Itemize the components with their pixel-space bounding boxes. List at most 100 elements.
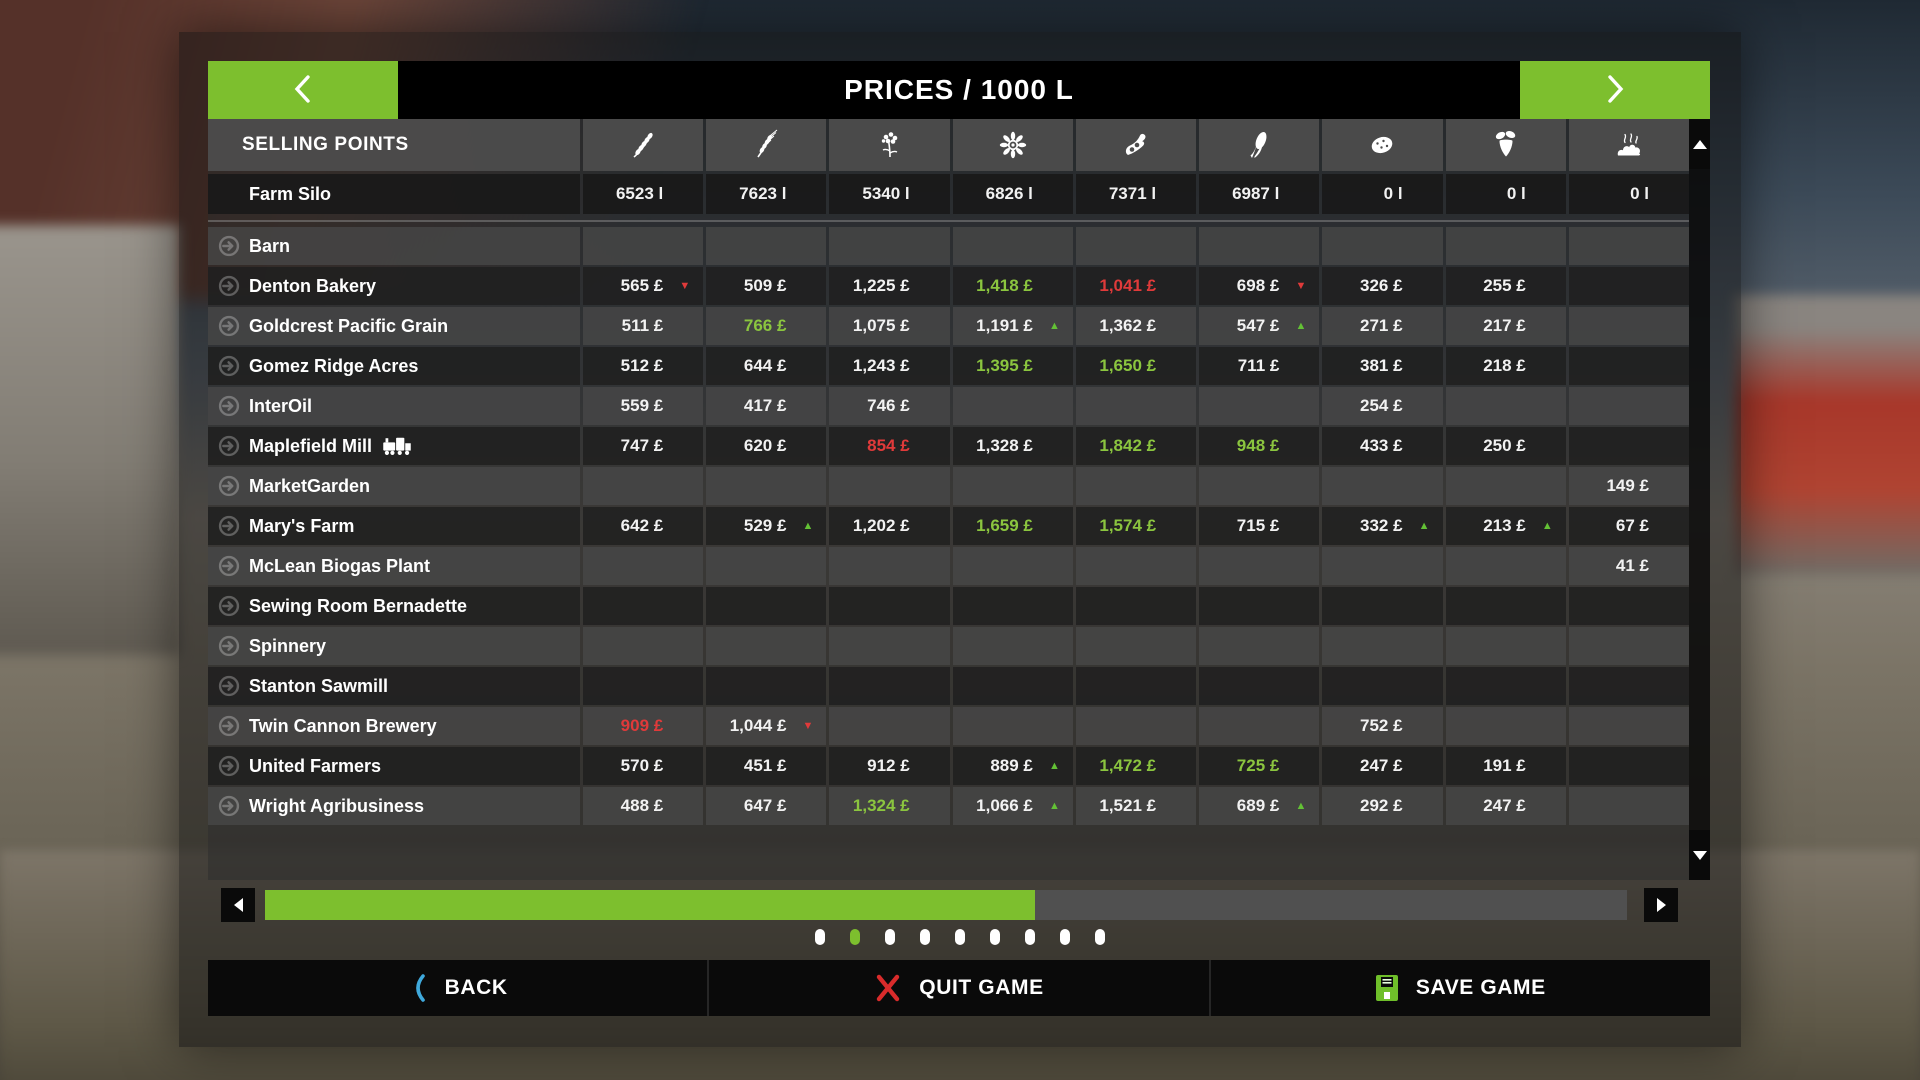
selling-point-row[interactable]: Gomez Ridge Acres 512 £ 644 £ 1,243 £ 1,395 … — [208, 347, 1689, 385]
selling-point-rows: Barn Denton Bakery 565 £ ▼ 509 £ 1,225 £ 1,418… — [208, 227, 1689, 827]
price-cell — [952, 227, 1073, 265]
selling-point-row[interactable]: Barn — [208, 227, 1689, 265]
red-barn — [1735, 295, 1920, 575]
sunflower-icon — [997, 129, 1029, 161]
price-value: 247 £ — [1360, 756, 1403, 775]
horizontal-scroll-track[interactable] — [265, 890, 1627, 920]
visit-icon — [216, 473, 242, 499]
price-cell — [583, 587, 704, 625]
silo-level-value: 5340 l — [862, 184, 910, 203]
page-dot-4[interactable] — [920, 929, 930, 945]
price-cell: 451 £ — [706, 747, 827, 785]
price-cell: 529 £ ▲ — [706, 507, 827, 545]
silo-level-value: 6987 l — [1232, 184, 1280, 203]
back-chevron-icon — [408, 973, 428, 1003]
scroll-right-button[interactable] — [1644, 888, 1678, 922]
price-cell: 149 £ — [1568, 467, 1689, 505]
silo-level-cell: 7623 l — [706, 174, 827, 214]
vertical-scroll-track[interactable] — [1689, 169, 1710, 830]
page-dot-1[interactable] — [815, 929, 825, 945]
selling-point-row[interactable]: Sewing Room Bernadette — [208, 587, 1689, 625]
price-cell — [1568, 387, 1689, 425]
selling-point-row[interactable]: United Farmers 570 £ 451 £ 912 £ 889 £ ▲ 1,472… — [208, 747, 1689, 785]
price-cell: 1,324 £ — [829, 787, 950, 825]
canola-icon — [874, 129, 906, 161]
price-value: 488 £ — [620, 796, 664, 815]
selling-point-row[interactable]: Twin Cannon Brewery 909 £ 1,044 £ ▼ 752 £ — [208, 707, 1689, 745]
price-value: 1,066 £ — [976, 796, 1033, 815]
sugar-beet-icon — [1490, 129, 1522, 161]
price-value: 255 £ — [1483, 276, 1526, 295]
triangle-up-icon — [1692, 139, 1707, 149]
page-title: PRICES / 1000 L — [844, 74, 1074, 105]
silo-level-value: 0 l — [1630, 184, 1649, 203]
price-cell — [952, 547, 1073, 585]
selling-point-row[interactable]: Goldcrest Pacific Grain 511 £ 766 £ 1,075 £… — [208, 307, 1689, 345]
soybean-icon — [1120, 129, 1152, 161]
price-cell — [1322, 547, 1443, 585]
next-page-button[interactable] — [1520, 61, 1710, 119]
price-cell: 1,521 £ — [1075, 787, 1197, 825]
price-cell — [1568, 347, 1689, 385]
page-dot-7[interactable] — [1025, 929, 1035, 945]
trend-down-icon: ▼ — [1295, 280, 1307, 292]
barley-icon — [750, 129, 782, 161]
price-cell — [1075, 587, 1197, 625]
panel-header: PRICES / 1000 L — [208, 61, 1710, 119]
silo-level-value: 6826 l — [985, 184, 1033, 203]
visit-icon — [216, 393, 242, 419]
price-cell — [1568, 627, 1689, 665]
scroll-down-button[interactable] — [1689, 830, 1710, 880]
price-value: 1,225 £ — [852, 276, 910, 295]
selling-point-row[interactable]: Stanton Sawmill — [208, 667, 1689, 705]
save-game-button[interactable]: SAVE GAME — [1208, 960, 1710, 1016]
selling-point-row[interactable]: Denton Bakery 565 £ ▼ 509 £ 1,225 £ 1,418 £ 1,… — [208, 267, 1689, 305]
selling-point-row[interactable]: Spinnery — [208, 627, 1689, 665]
price-value: 250 £ — [1483, 436, 1526, 455]
price-cell — [1568, 787, 1689, 825]
page-dot-9[interactable] — [1095, 929, 1105, 945]
price-cell: 689 £ ▲ — [1199, 787, 1320, 825]
selling-point-name: United Farmers — [249, 755, 382, 776]
scroll-up-button[interactable] — [1689, 119, 1710, 169]
silo-level-cell: 7371 l — [1075, 174, 1197, 214]
selling-point-row[interactable]: McLean Biogas Plant 41 £ — [208, 547, 1689, 585]
train-icon — [382, 435, 412, 457]
quit-game-button[interactable]: QUIT GAME — [707, 960, 1208, 1016]
prev-page-button[interactable] — [208, 61, 398, 119]
page-dot-8[interactable] — [1060, 929, 1070, 945]
trend-up-icon: ▲ — [1048, 320, 1060, 332]
horizontal-scroll-thumb[interactable] — [265, 890, 1035, 920]
selling-point-row[interactable]: Wright Agribusiness 488 £ 647 £ 1,324 £ 1,06… — [208, 787, 1689, 825]
selling-point-name: Mary's Farm — [249, 515, 355, 536]
price-cell: 1,044 £ ▼ — [706, 707, 827, 745]
selling-point-row[interactable]: InterOil 559 £ 417 £ 746 £ 254 £ — [208, 387, 1689, 425]
selling-point-row[interactable]: Mary's Farm 642 £ 529 £ ▲ 1,202 £ 1,659 £ 1,57… — [208, 507, 1689, 545]
price-value: 948 £ — [1236, 436, 1280, 455]
back-button[interactable]: BACK — [208, 960, 707, 1016]
scroll-left-button[interactable] — [221, 888, 255, 922]
selling-point-name: MarketGarden — [249, 475, 371, 496]
selling-points-header: SELLING POINTS — [208, 119, 580, 171]
page-dot-5[interactable] — [955, 929, 965, 945]
price-cell: 433 £ — [1322, 427, 1443, 465]
selling-point-name: McLean Biogas Plant — [249, 555, 431, 576]
price-cell — [1075, 547, 1197, 585]
selling-point-row[interactable]: Maplefield Mill 747 £ 620 £ 854 £ 1,328 £ 1,8… — [208, 427, 1689, 465]
price-value: 271 £ — [1360, 316, 1403, 335]
price-value: 254 £ — [1360, 396, 1403, 415]
price-cell — [829, 587, 950, 625]
selling-point-row[interactable]: MarketGarden 149 £ — [208, 467, 1689, 505]
quit-label: QUIT GAME — [919, 976, 1044, 999]
price-cell: 1,066 £ ▲ — [952, 787, 1073, 825]
price-cell — [1199, 627, 1320, 665]
page-dot-2[interactable] — [850, 929, 860, 945]
trend-down-icon: ▼ — [679, 280, 691, 292]
page-dot-3[interactable] — [885, 929, 895, 945]
price-cell: 698 £ ▼ — [1199, 267, 1320, 305]
chevron-left-icon — [288, 72, 318, 109]
price-cell: 909 £ — [583, 707, 704, 745]
page-dot-6[interactable] — [990, 929, 1000, 945]
column-header-sugar-beet — [1445, 119, 1566, 171]
vertical-scrollbar[interactable] — [1689, 119, 1710, 880]
